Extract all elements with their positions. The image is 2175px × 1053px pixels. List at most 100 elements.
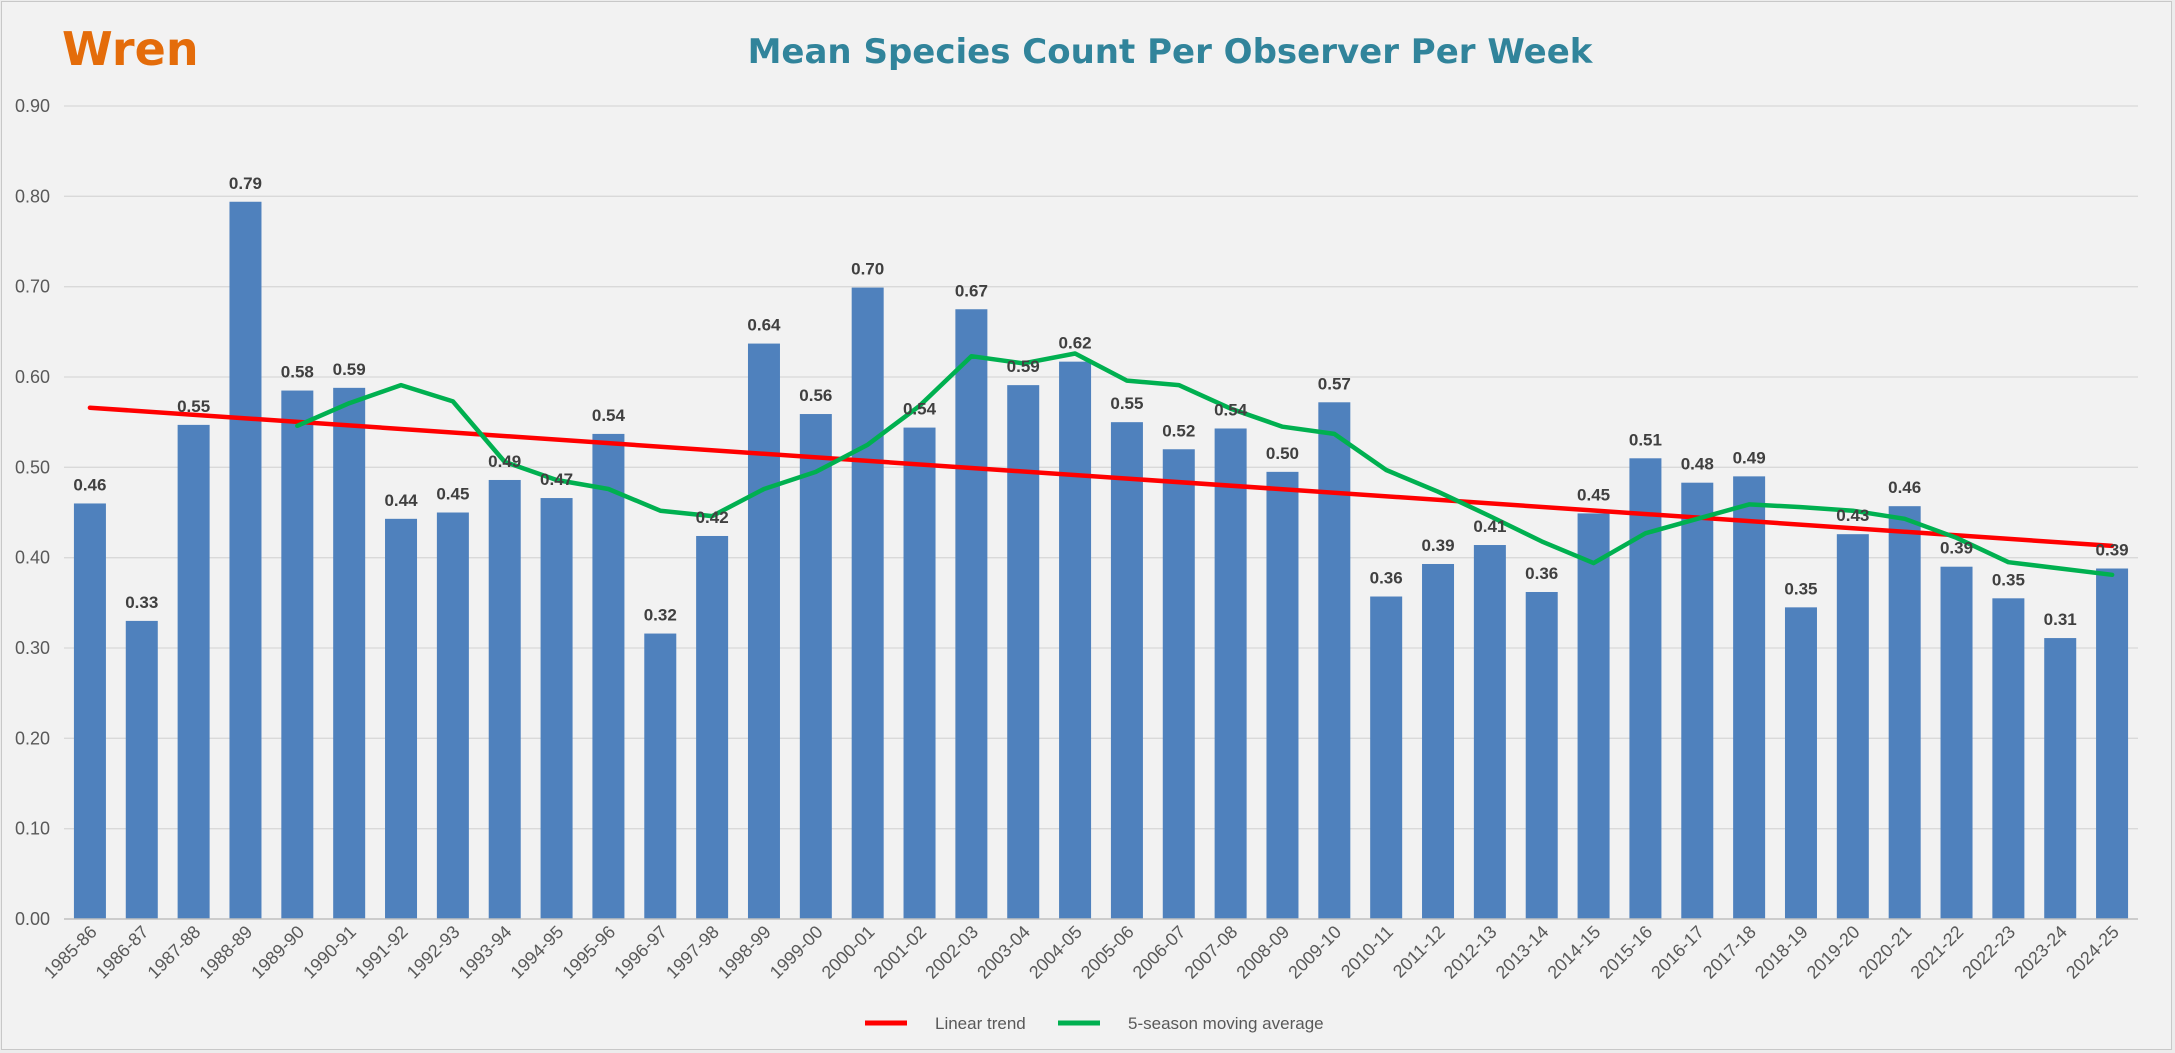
bars (73, 201, 2129, 920)
y-tick-label: 0.10 (15, 819, 50, 839)
x-tick-label: 1990-91 (299, 922, 360, 983)
x-tick-label: 1987-88 (144, 922, 205, 983)
gridlines (64, 105, 2138, 830)
data-label: 0.45 (436, 485, 469, 504)
bar (1577, 513, 1610, 919)
bar (1992, 598, 2025, 919)
bar (1473, 545, 1506, 919)
data-label: 0.39 (2096, 541, 2129, 560)
data-label: 0.32 (644, 606, 677, 625)
x-tick-label: 2019-20 (1803, 922, 1864, 983)
bar (1318, 402, 1351, 919)
x-tick-label: 2013-14 (1492, 922, 1553, 983)
data-label: 0.43 (1836, 506, 1869, 525)
x-tick-label: 2000-01 (818, 922, 879, 983)
x-tick-label: 2021-22 (1906, 922, 1967, 983)
data-label: 0.49 (488, 452, 521, 471)
bar (799, 414, 832, 919)
data-label: 0.57 (1318, 374, 1351, 393)
bar (851, 287, 884, 919)
bar (333, 387, 366, 920)
series-lines (87, 351, 2115, 578)
bar (1888, 506, 1921, 919)
bar (644, 633, 677, 919)
data-label: 0.47 (540, 470, 573, 489)
x-tick-label: 2002-03 (921, 922, 982, 983)
data-label: 0.46 (1888, 478, 1921, 497)
x-tick-label: 1986-87 (92, 922, 153, 983)
legend[interactable]: Linear trend 5-season moving average (865, 1014, 1324, 1033)
data-label: 0.54 (903, 400, 937, 419)
data-label: 0.31 (2044, 610, 2077, 629)
x-tick-label: 2012-13 (1440, 922, 1501, 983)
y-tick-label: 0.60 (15, 367, 50, 387)
data-label: 0.62 (1059, 334, 1092, 353)
data-label: 0.54 (1214, 400, 1248, 419)
x-tick-label: 1999-00 (766, 922, 827, 983)
bar (592, 433, 625, 919)
x-tick-label: 1993-94 (455, 922, 516, 983)
y-tick-label: 0.20 (15, 728, 50, 748)
bar (436, 512, 469, 919)
x-tick-label: 1985-86 (40, 922, 101, 983)
x-tick-label: 2020-21 (1855, 922, 1916, 983)
data-label: 0.36 (1370, 569, 1403, 588)
data-label: 0.58 (281, 363, 314, 382)
bar (955, 309, 988, 919)
bar (2096, 568, 2129, 919)
bar (1681, 482, 1714, 919)
data-label: 0.44 (384, 491, 418, 510)
y-tick-label: 0.30 (15, 638, 50, 658)
x-tick-label: 2023-24 (2010, 922, 2071, 983)
y-tick-label: 0.70 (15, 277, 50, 297)
data-label: 0.48 (1681, 455, 1714, 474)
bar (1059, 361, 1092, 920)
y-tick-label: 0.00 (15, 909, 50, 929)
x-tick-label: 1988-89 (195, 922, 256, 983)
chart-title: Mean Species Count Per Observer Per Week (747, 32, 1593, 72)
x-tick-label: 2006-07 (1129, 922, 1190, 983)
data-label: 0.79 (229, 174, 262, 193)
x-tick-label: 2001-02 (869, 922, 930, 983)
data-label: 0.55 (177, 397, 210, 416)
bar (1110, 422, 1143, 919)
legend-entry[interactable]: Linear trend (935, 1014, 1026, 1033)
bar (1784, 607, 1817, 919)
data-label: 0.56 (799, 386, 832, 405)
bar (1370, 596, 1403, 919)
x-tick-label: 2018-19 (1751, 922, 1812, 983)
bar (1266, 471, 1299, 919)
x-tick-label: 2005-06 (1077, 922, 1138, 983)
data-label: 0.55 (1110, 394, 1143, 413)
x-tick-label: 2003-04 (973, 922, 1034, 983)
legend-entry[interactable]: 5-season moving average (1128, 1014, 1324, 1033)
data-label: 0.39 (1940, 539, 1973, 558)
bar (1007, 385, 1040, 919)
data-label: 0.50 (1266, 444, 1299, 463)
x-tick-label: 2022-23 (1958, 922, 2019, 983)
y-tick-label: 0.50 (15, 457, 50, 477)
x-tick-label: 2014-15 (1544, 922, 1605, 983)
bar (488, 479, 521, 919)
data-label: 0.67 (955, 281, 988, 300)
y-tick-label: 0.80 (15, 186, 50, 206)
data-label: 0.42 (696, 508, 729, 527)
y-tick-label: 0.40 (15, 548, 50, 568)
bar (2044, 638, 2077, 919)
bar (229, 201, 262, 920)
x-tick-label: 2009-10 (1284, 922, 1345, 983)
x-tick-label: 1998-99 (714, 922, 775, 983)
x-tick-label: 1996-97 (610, 922, 671, 983)
bar (1162, 449, 1195, 919)
bar (1629, 458, 1662, 919)
bar (1733, 476, 1766, 919)
x-tick-label: 1991-92 (351, 922, 412, 983)
linear-trend-line (87, 405, 2115, 549)
data-label: 0.35 (1992, 570, 2025, 589)
bar (1940, 566, 1973, 919)
x-tick-label: 1994-95 (507, 922, 568, 983)
species-name: Wren (62, 22, 199, 76)
bar (73, 503, 106, 919)
x-tick-label: 2007-08 (1181, 922, 1242, 983)
